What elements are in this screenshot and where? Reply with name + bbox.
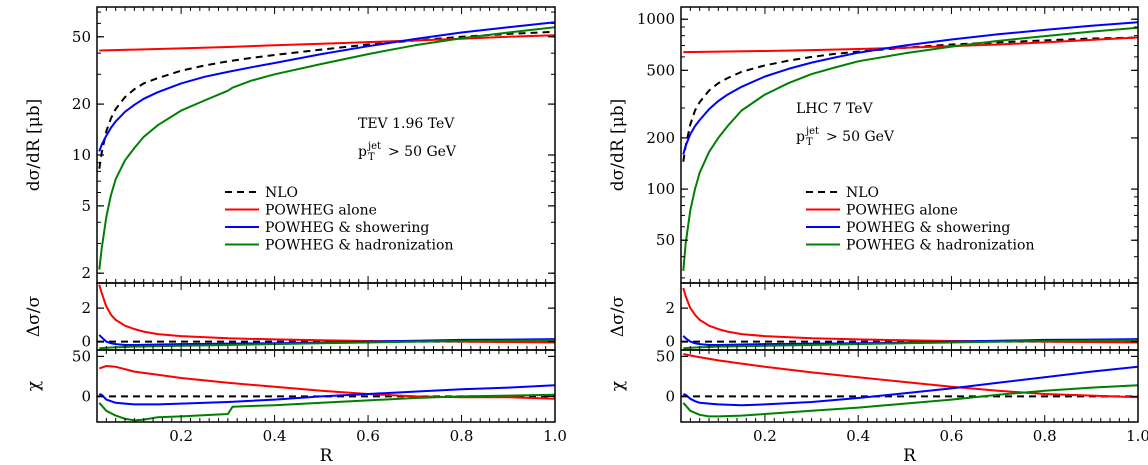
xtick-label: 0.2 — [753, 427, 777, 445]
annotation-pt-superscript: jet — [805, 126, 819, 137]
main-line-nlo — [682, 36, 1138, 162]
ratio-series-group — [97, 284, 555, 350]
ratio-line-series-1 — [98, 284, 555, 344]
ratio-line-series-3 — [683, 339, 1138, 350]
xlabel: R — [903, 446, 917, 465]
annotation-pt-subscript: T — [368, 152, 375, 163]
annotation-pt-cut: > 50 GeV — [388, 144, 457, 160]
annotation-pt-superscript: jet — [367, 141, 381, 152]
main-line-nlo — [98, 30, 555, 169]
main-line-powheg-hadronization — [682, 26, 1138, 271]
ratio-ytick-label: 0 — [81, 333, 91, 351]
legend-label: POWHEG & showering — [846, 220, 1010, 236]
main-ytick-label: 100 — [646, 180, 675, 198]
xtick-label: 0.4 — [263, 427, 287, 445]
chi-line-series-1 — [98, 365, 555, 400]
xtick-label: 0.6 — [356, 427, 380, 445]
main-ylabel: dσ/dR [μb] — [24, 99, 44, 192]
main-line-powheg-alone — [683, 36, 1138, 54]
chi-panel: 0 50 0.2 0.4 0.6 0.8 1.0 χ — [608, 347, 1148, 445]
ratio-series-group — [681, 287, 1138, 350]
ratio-ylabel: Δσ/σ — [24, 296, 44, 338]
main-line-powheg-showering — [98, 21, 555, 152]
legend-label: NLO — [846, 185, 879, 201]
chi-line-series-2 — [682, 365, 1138, 407]
main-series-group — [682, 21, 1138, 271]
main-ytick-label: 2 — [81, 264, 91, 282]
chi-ytick-label: 50 — [72, 347, 91, 365]
annotation-pt: p — [796, 129, 805, 145]
chi-series-group — [681, 353, 1138, 418]
legend-label: POWHEG & hadronization — [265, 238, 453, 254]
annotation-pt: p — [358, 144, 367, 160]
main-ylabel: dσ/dR [μb] — [608, 99, 628, 192]
xtick-label: 0.8 — [1033, 427, 1057, 445]
main-ytick-label: 200 — [646, 129, 675, 147]
main-ytick-label: 5 — [81, 197, 91, 215]
ratio-line-series-3 — [99, 339, 555, 350]
xtick-label: 0.2 — [169, 427, 193, 445]
chi-frame — [680, 349, 1139, 423]
xtick-label: 1.0 — [1126, 427, 1148, 445]
annotation-line1: LHC 7 TeV — [796, 101, 874, 117]
legend-label: POWHEG & hadronization — [846, 238, 1034, 254]
ratio-ytick-label: 2 — [665, 299, 675, 317]
xtick-label: 0.6 — [940, 427, 964, 445]
chi-ytick-label: 0 — [665, 387, 675, 405]
ratio-ytick-label: 2 — [81, 299, 91, 317]
main-series-group — [98, 21, 555, 270]
main-ytick-label: 50 — [72, 28, 91, 46]
main-ytick-label: 10 — [72, 146, 91, 164]
annotation-pt-subscript: T — [806, 137, 813, 148]
main-ytick-label: 20 — [72, 95, 91, 113]
main-panel: 50 100 200 500 1000 dσ/dR [μb] — [608, 6, 1139, 284]
ratio-panel: 0 2 Δσ/σ — [24, 282, 556, 351]
main-ytick-label: 1000 — [637, 10, 675, 28]
xtick-label: 0.4 — [846, 427, 870, 445]
legend-label: POWHEG & showering — [265, 220, 429, 236]
xtick-label: 0.8 — [450, 427, 474, 445]
xlabel: R — [320, 446, 334, 465]
chi-series-group — [97, 365, 555, 422]
xtick-label: 1.0 — [543, 427, 567, 445]
legend-label: POWHEG alone — [265, 203, 377, 219]
chi-line-series-2 — [98, 384, 555, 406]
annotation-pt-cut: > 50 GeV — [826, 129, 895, 145]
chi-line-series-3 — [98, 393, 555, 422]
chi-line-series-1 — [683, 353, 1138, 399]
legend-label: POWHEG alone — [846, 203, 958, 219]
chi-panel: 0 50 0.2 0.4 0.6 0.8 1.0 χ — [24, 347, 567, 445]
main-line-powheg-hadronization — [98, 26, 555, 270]
annotation-line1: TEV 1.96 TeV — [358, 116, 455, 132]
chi-line-series-3 — [682, 384, 1138, 418]
chi-ylabel: χ — [608, 381, 628, 391]
main-ytick-label: 50 — [656, 231, 675, 249]
ratio-panel: 0 2 Δσ/σ — [608, 282, 1139, 351]
ratio-ylabel: Δσ/σ — [608, 296, 628, 338]
chi-ytick-label: 50 — [656, 347, 675, 365]
ratio-ytick-label: 0 — [665, 333, 675, 351]
main-ytick-label: 500 — [646, 61, 675, 79]
ratio-line-series-1 — [682, 287, 1138, 344]
legend-label: NLO — [265, 185, 298, 201]
chi-ylabel: χ — [24, 381, 44, 391]
chi-ytick-label: 0 — [81, 387, 91, 405]
chi-frame — [96, 349, 556, 423]
main-line-powheg-showering — [682, 21, 1138, 155]
main-line-powheg-alone — [99, 34, 555, 52]
